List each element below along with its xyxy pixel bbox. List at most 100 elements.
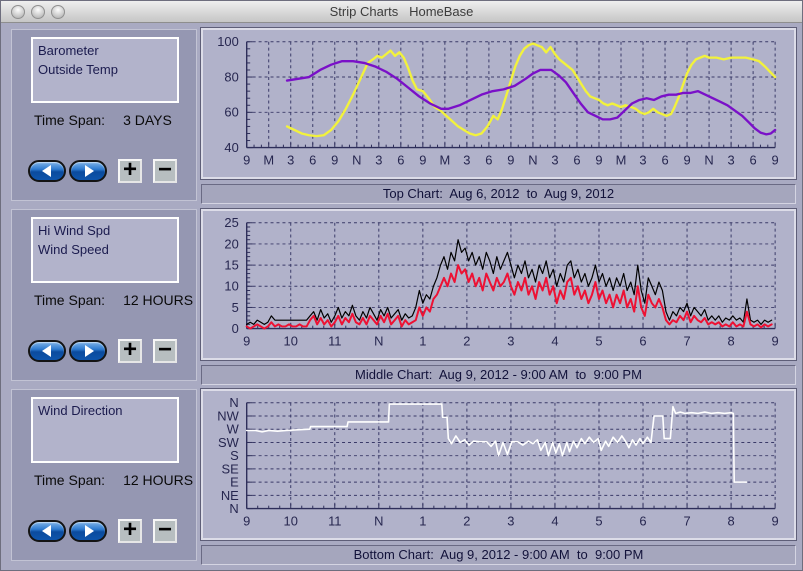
- left-arrow-icon: [41, 525, 51, 537]
- svg-text:9: 9: [772, 513, 779, 528]
- close-button[interactable]: [11, 5, 25, 19]
- svg-text:M: M: [439, 152, 450, 167]
- middle-scroll-forward-button[interactable]: [69, 340, 107, 362]
- svg-text:4: 4: [551, 513, 558, 528]
- bottom-chart: 9 10 11 N 1 2 3 4 5 6 7 8 9 N NE E SE S SW W NW N: [200, 388, 797, 541]
- svg-text:9: 9: [683, 152, 690, 167]
- middle-time-span: Time Span: 12 HOURS: [34, 292, 193, 308]
- svg-text:1: 1: [419, 333, 426, 348]
- list-item-wind-direction[interactable]: Wind Direction: [38, 403, 123, 418]
- top-chart-control-panel: Barometer Outside Temp Time Span: 3 DAYS…: [11, 29, 197, 201]
- time-span-label: Time Span:: [34, 472, 106, 488]
- svg-text:6: 6: [661, 152, 668, 167]
- svg-text:W: W: [227, 422, 240, 437]
- svg-text:5: 5: [595, 333, 602, 348]
- list-item-outside-temp[interactable]: Outside Temp: [38, 62, 118, 77]
- svg-text:3: 3: [375, 152, 382, 167]
- svg-text:6: 6: [639, 333, 646, 348]
- svg-text:N: N: [528, 152, 537, 167]
- top-chart: 9 M 3 6 9 N 3 6 9 M 3 6 9 N 3 6 9 M 3 6 9 N 3 6 9 40 60 80 100: [200, 27, 797, 180]
- bottom-zoom-out-button[interactable]: −: [153, 517, 177, 543]
- window-title: Strip Charts HomeBase: [329, 4, 474, 19]
- svg-text:N: N: [374, 333, 383, 348]
- bottom-zoom-in-button[interactable]: +: [118, 517, 142, 543]
- zoom-window-button[interactable]: [51, 5, 65, 19]
- right-arrow-icon: [84, 525, 94, 537]
- bottom-chart-control-panel: Wind Direction Time Span: 12 HOURS + −: [11, 389, 197, 561]
- right-arrow-icon: [84, 165, 94, 177]
- bottom-scroll-forward-button[interactable]: [69, 520, 107, 542]
- svg-text:7: 7: [683, 513, 690, 528]
- svg-text:5: 5: [595, 513, 602, 528]
- svg-text:NE: NE: [221, 488, 239, 503]
- svg-text:N: N: [229, 501, 238, 516]
- svg-text:1: 1: [419, 513, 426, 528]
- left-arrow-icon: [41, 345, 51, 357]
- svg-text:11: 11: [328, 333, 341, 348]
- bottom-chart-caption: Bottom Chart: Aug 9, 2012 - 9:00 AM to 9…: [201, 545, 796, 565]
- svg-text:S: S: [230, 448, 239, 463]
- svg-text:9: 9: [507, 152, 514, 167]
- svg-text:4: 4: [551, 333, 558, 348]
- svg-text:3: 3: [507, 513, 514, 528]
- time-span-value: 3 DAYS: [123, 112, 172, 128]
- svg-text:0: 0: [232, 321, 239, 336]
- svg-text:60: 60: [224, 105, 238, 120]
- svg-text:SW: SW: [218, 435, 240, 450]
- bottom-scroll-back-button[interactable]: [28, 520, 66, 542]
- minimize-button[interactable]: [31, 5, 45, 19]
- svg-text:NW: NW: [217, 408, 239, 423]
- svg-text:11: 11: [328, 513, 341, 528]
- middle-sensor-list[interactable]: Hi Wind Spd Wind Speed: [31, 217, 179, 283]
- svg-text:M: M: [616, 152, 627, 167]
- svg-text:10: 10: [284, 333, 298, 348]
- svg-text:7: 7: [683, 333, 690, 348]
- middle-scroll-back-button[interactable]: [28, 340, 66, 362]
- svg-text:9: 9: [772, 333, 779, 348]
- svg-text:2: 2: [463, 513, 470, 528]
- middle-zoom-in-button[interactable]: +: [118, 337, 142, 363]
- svg-text:N: N: [704, 152, 713, 167]
- top-zoom-in-button[interactable]: +: [118, 157, 142, 183]
- svg-text:20: 20: [224, 236, 238, 251]
- svg-text:8: 8: [727, 333, 734, 348]
- svg-text:6: 6: [397, 152, 404, 167]
- list-item-hi-wind-spd[interactable]: Hi Wind Spd: [38, 223, 111, 238]
- svg-text:6: 6: [750, 152, 757, 167]
- svg-text:3: 3: [551, 152, 558, 167]
- svg-text:3: 3: [727, 152, 734, 167]
- svg-text:9: 9: [419, 152, 426, 167]
- time-span-value: 12 HOURS: [123, 472, 194, 488]
- svg-text:6: 6: [485, 152, 492, 167]
- middle-chart: 9 10 11 N 1 2 3 4 5 6 7 8 9 0 5 10 15 20 25: [200, 208, 797, 361]
- svg-text:6: 6: [309, 152, 316, 167]
- svg-text:3: 3: [639, 152, 646, 167]
- middle-zoom-out-button[interactable]: −: [153, 337, 177, 363]
- svg-text:80: 80: [224, 70, 238, 85]
- list-item-barometer[interactable]: Barometer: [38, 43, 99, 58]
- titlebar[interactable]: Strip Charts HomeBase: [1, 1, 802, 23]
- top-zoom-out-button[interactable]: −: [153, 157, 177, 183]
- svg-text:9: 9: [243, 513, 250, 528]
- top-scroll-back-button[interactable]: [28, 160, 66, 182]
- svg-text:3: 3: [287, 152, 294, 167]
- top-time-span: Time Span: 3 DAYS: [34, 112, 172, 128]
- svg-text:2: 2: [463, 333, 470, 348]
- top-chart-caption: Top Chart: Aug 6, 2012 to Aug 9, 2012: [201, 184, 796, 204]
- list-item-wind-speed[interactable]: Wind Speed: [38, 242, 109, 257]
- top-sensor-list[interactable]: Barometer Outside Temp: [31, 37, 179, 103]
- top-scroll-forward-button[interactable]: [69, 160, 107, 182]
- svg-text:100: 100: [217, 34, 239, 49]
- middle-chart-caption: Middle Chart: Aug 9, 2012 - 9:00 AM to 9…: [201, 365, 796, 385]
- middle-chart-control-panel: Hi Wind Spd Wind Speed Time Span: 12 HOU…: [11, 209, 197, 381]
- svg-text:M: M: [263, 152, 274, 167]
- svg-text:N: N: [352, 152, 361, 167]
- svg-text:40: 40: [224, 140, 238, 155]
- svg-text:10: 10: [224, 279, 238, 294]
- bottom-sensor-list[interactable]: Wind Direction: [31, 397, 179, 463]
- bottom-time-span: Time Span: 12 HOURS: [34, 472, 193, 488]
- svg-text:6: 6: [573, 152, 580, 167]
